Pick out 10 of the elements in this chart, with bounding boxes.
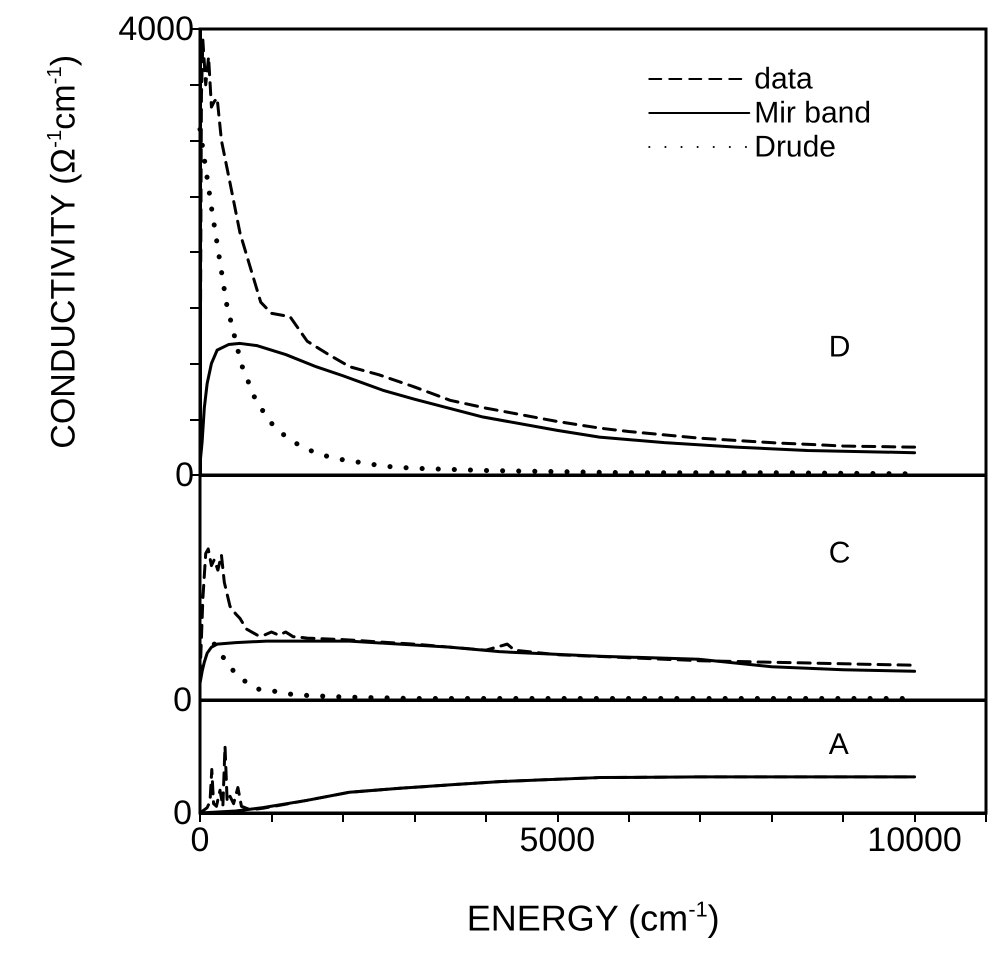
y-axis-title: CONDUCTIVITY (Ω-1cm-1) — [44, 54, 82, 449]
annotation: C — [828, 536, 850, 570]
x-tick-label: 10000 — [867, 821, 962, 859]
legend-label: data — [754, 62, 813, 96]
legend-label: Drude — [754, 130, 836, 164]
annotation: A — [828, 728, 849, 761]
y-tick-label: 4000 — [118, 10, 194, 48]
annotation: D — [828, 330, 850, 364]
x-tick-label: 5000 — [519, 821, 596, 859]
legend-label: Mir band — [754, 96, 871, 130]
